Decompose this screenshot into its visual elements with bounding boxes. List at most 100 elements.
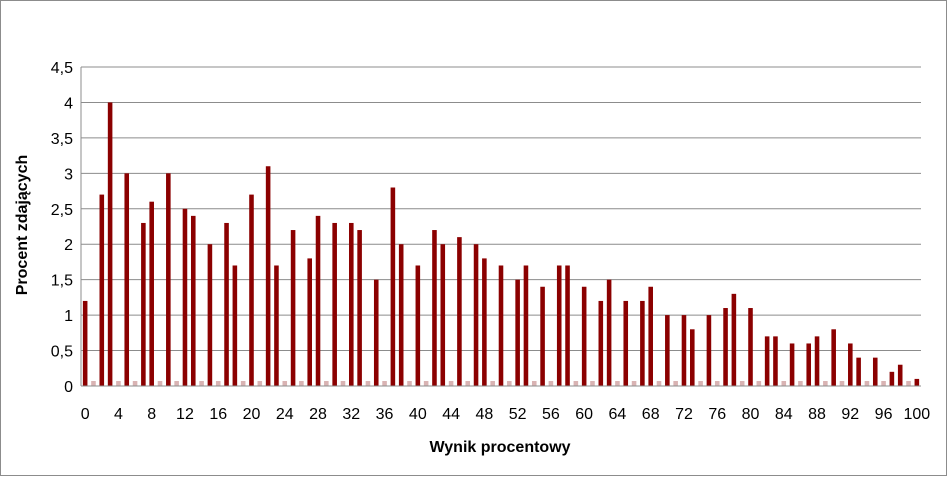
bar	[507, 381, 512, 386]
bar	[390, 187, 396, 386]
bar	[473, 244, 479, 386]
bar	[831, 329, 836, 386]
bar	[307, 258, 312, 386]
bar	[598, 300, 604, 386]
bar	[872, 357, 878, 386]
bar	[848, 343, 853, 386]
y-tick-label: 1	[64, 308, 73, 325]
bar	[82, 300, 88, 386]
bar	[615, 381, 620, 386]
bar	[482, 258, 487, 386]
bar	[365, 381, 371, 386]
bar	[199, 381, 204, 386]
bar	[240, 381, 246, 386]
x-tick-label: 64	[609, 406, 627, 423]
bar	[432, 230, 437, 386]
x-axis-title: Wynik procentowy	[429, 439, 570, 456]
y-tick-label: 2	[64, 237, 73, 254]
y-tick-labels: 0 0,5 1 1,5 2 2,5 3 3,5 4 4,5	[51, 60, 73, 396]
bar	[99, 194, 105, 386]
x-tick-label: 100	[903, 406, 930, 423]
bar	[906, 381, 911, 386]
bar	[373, 279, 379, 386]
x-tick-label: 68	[642, 406, 660, 423]
bar	[864, 381, 870, 386]
bar	[149, 201, 154, 386]
bar	[590, 381, 595, 386]
bar	[581, 286, 587, 386]
bar	[124, 173, 130, 386]
bar	[648, 286, 653, 386]
bar	[756, 381, 762, 386]
bar	[731, 293, 737, 386]
x-tick-label: 16	[209, 406, 227, 423]
bar	[249, 194, 254, 386]
bar	[881, 381, 886, 386]
x-tick-label: 4	[114, 406, 123, 423]
bar	[116, 381, 121, 386]
bar	[631, 381, 637, 386]
x-tick-label: 32	[342, 406, 360, 423]
bar	[174, 381, 179, 386]
bar	[141, 222, 146, 386]
bar	[299, 381, 304, 386]
bar	[889, 371, 895, 386]
bar	[856, 357, 861, 386]
y-tick-label: 4	[64, 95, 73, 112]
bar	[415, 265, 421, 386]
bar	[690, 329, 695, 386]
x-tick-label: 60	[575, 406, 593, 423]
x-tick-label: 12	[176, 406, 194, 423]
bar	[349, 222, 354, 386]
bar	[290, 230, 296, 386]
bar	[132, 381, 138, 386]
x-tick-label: 80	[742, 406, 760, 423]
bar	[823, 381, 828, 386]
bar	[182, 208, 188, 386]
x-tick-label: 84	[775, 406, 793, 423]
bar	[465, 381, 471, 386]
bar	[340, 381, 346, 386]
y-tick-label: 3,5	[51, 131, 73, 148]
x-tick-label: 72	[675, 406, 693, 423]
bar	[357, 230, 362, 386]
bar	[215, 381, 221, 386]
y-tick-label: 4,5	[51, 60, 73, 77]
bar	[107, 102, 113, 386]
bar	[806, 343, 812, 386]
bar	[398, 244, 404, 386]
bar	[232, 265, 238, 386]
bar	[748, 308, 753, 386]
bar	[606, 279, 612, 386]
x-tick-label: 44	[442, 406, 460, 423]
bar	[157, 381, 163, 386]
bar	[274, 265, 279, 386]
y-tick-label: 2,5	[51, 202, 73, 219]
x-tick-label: 52	[509, 406, 527, 423]
x-tick-label: 48	[475, 406, 493, 423]
x-tick-label: 96	[875, 406, 893, 423]
x-tick-label: 76	[708, 406, 726, 423]
x-tick-label: 20	[243, 406, 261, 423]
bar	[448, 381, 454, 386]
y-axis-title: Procent zdających	[14, 155, 31, 296]
bar	[548, 381, 554, 386]
bar	[798, 381, 803, 386]
x-tick-label: 56	[542, 406, 560, 423]
bar	[531, 381, 537, 386]
bar	[423, 381, 429, 386]
bar	[714, 381, 720, 386]
bar	[565, 265, 570, 386]
bar	[224, 222, 229, 386]
bars	[82, 102, 920, 386]
bar	[407, 381, 412, 386]
x-tick-label: 8	[147, 406, 156, 423]
bar	[515, 279, 520, 386]
y-tick-label: 0,5	[51, 344, 73, 361]
bar	[573, 381, 579, 386]
x-tick-label: 28	[309, 406, 327, 423]
bar	[91, 381, 96, 386]
bar	[914, 378, 920, 386]
